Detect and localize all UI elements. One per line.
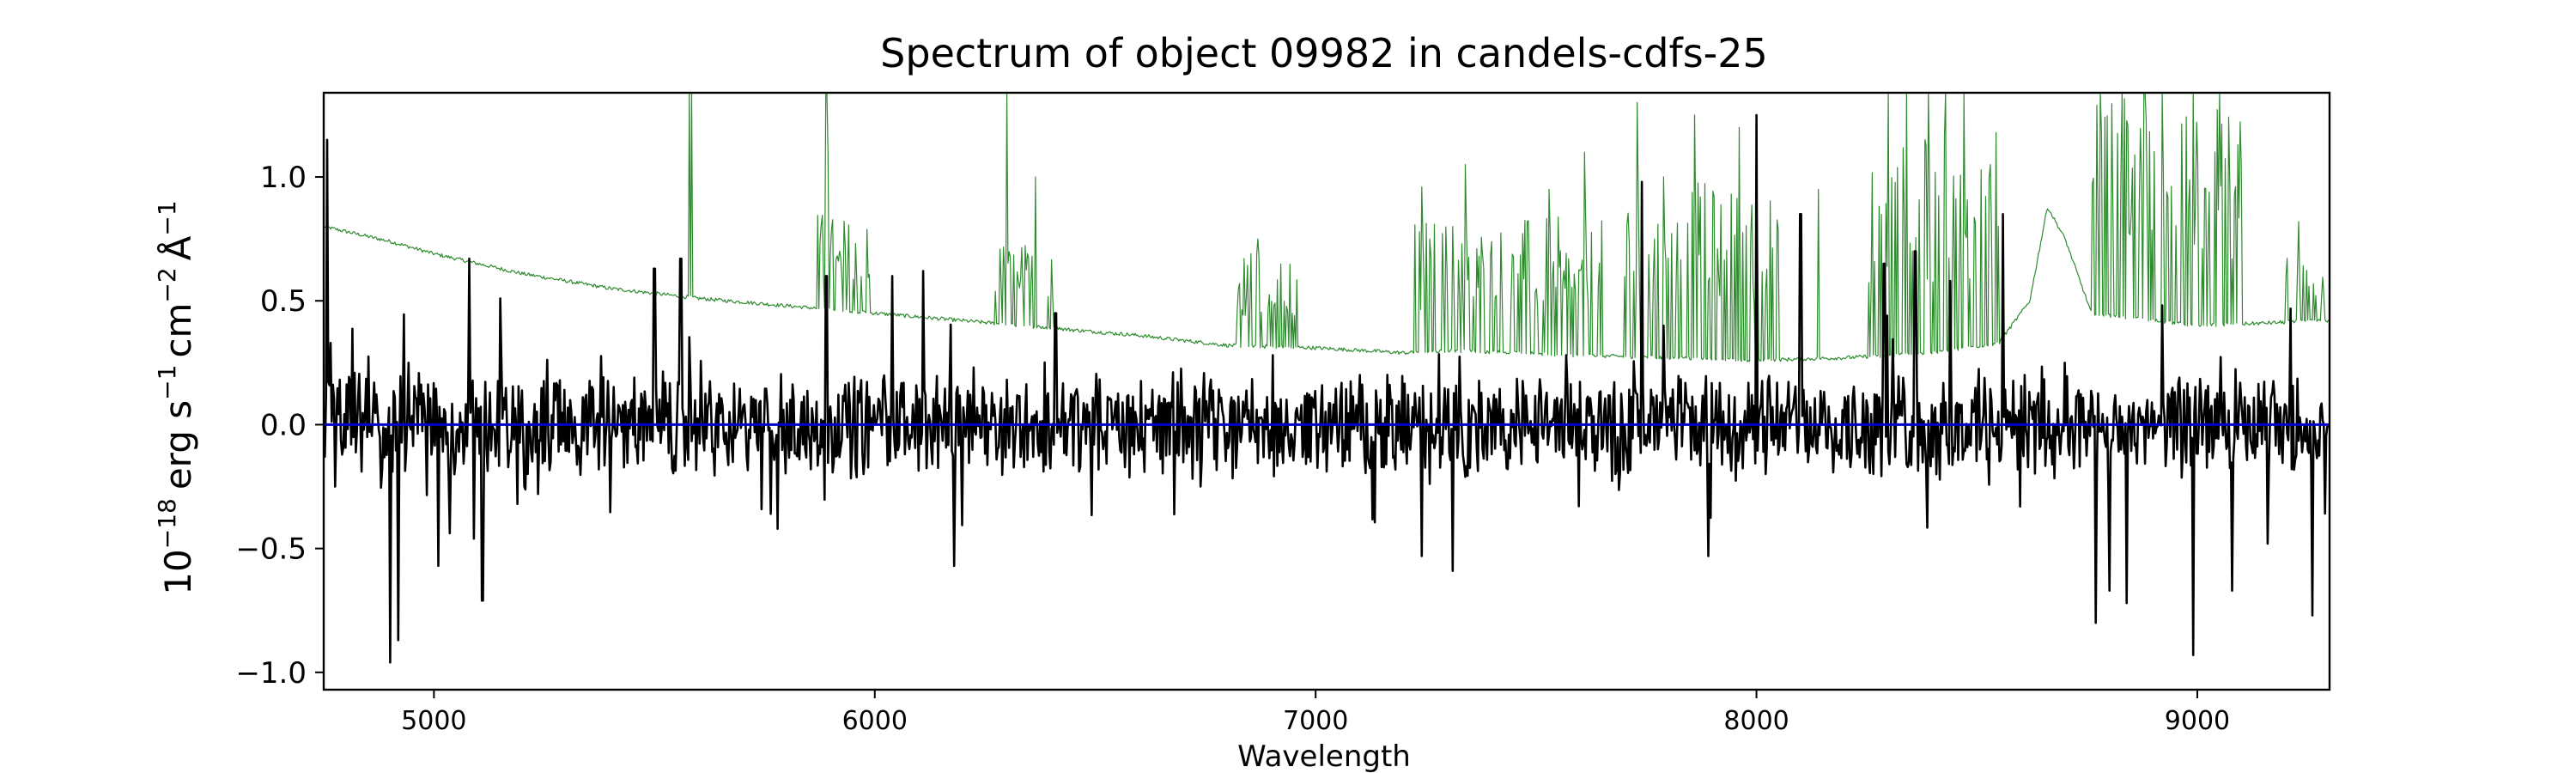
x-tick-label: 5000 [401,706,466,736]
y-label-s-exp: −1 [153,365,181,400]
y-tick-label: 0.5 [260,284,307,319]
y-axis: 1.0 0.5 0.0 −0.5 −1.0 [235,161,324,691]
x-axis-label: Wavelength [1237,740,1411,773]
x-tick-label: 6000 [842,706,908,736]
y-label-cm-exp: −2 [153,267,181,302]
y-label-ang: Å [156,235,199,260]
axes-frame [322,91,2331,691]
series-line-flux [324,113,2330,664]
y-label-erg: erg s [157,400,199,490]
y-tick-label: 1.0 [260,161,307,195]
y-axis-label: 10−18erg s−1cm−2Å−1 [153,200,199,594]
plot-area [324,93,2330,664]
x-axis: 5000 6000 7000 8000 9000 [401,690,2230,736]
x-tick-label: 8000 [1723,706,1789,736]
y-label-ang-exp: −1 [153,200,181,235]
y-label-base: 10 [157,549,199,594]
y-tick-label: −0.5 [235,533,307,567]
chart-title: Spectrum of object 09982 in candels-cdfs… [880,30,1768,76]
y-label-base-exp: −18 [153,498,181,549]
series-line-error [324,93,2330,362]
x-tick-label: 7000 [1283,706,1348,736]
x-tick-label: 9000 [2165,706,2230,736]
y-label-cm: cm [157,303,199,358]
y-tick-label: 0.0 [260,408,307,442]
y-tick-label: −1.0 [235,656,307,691]
